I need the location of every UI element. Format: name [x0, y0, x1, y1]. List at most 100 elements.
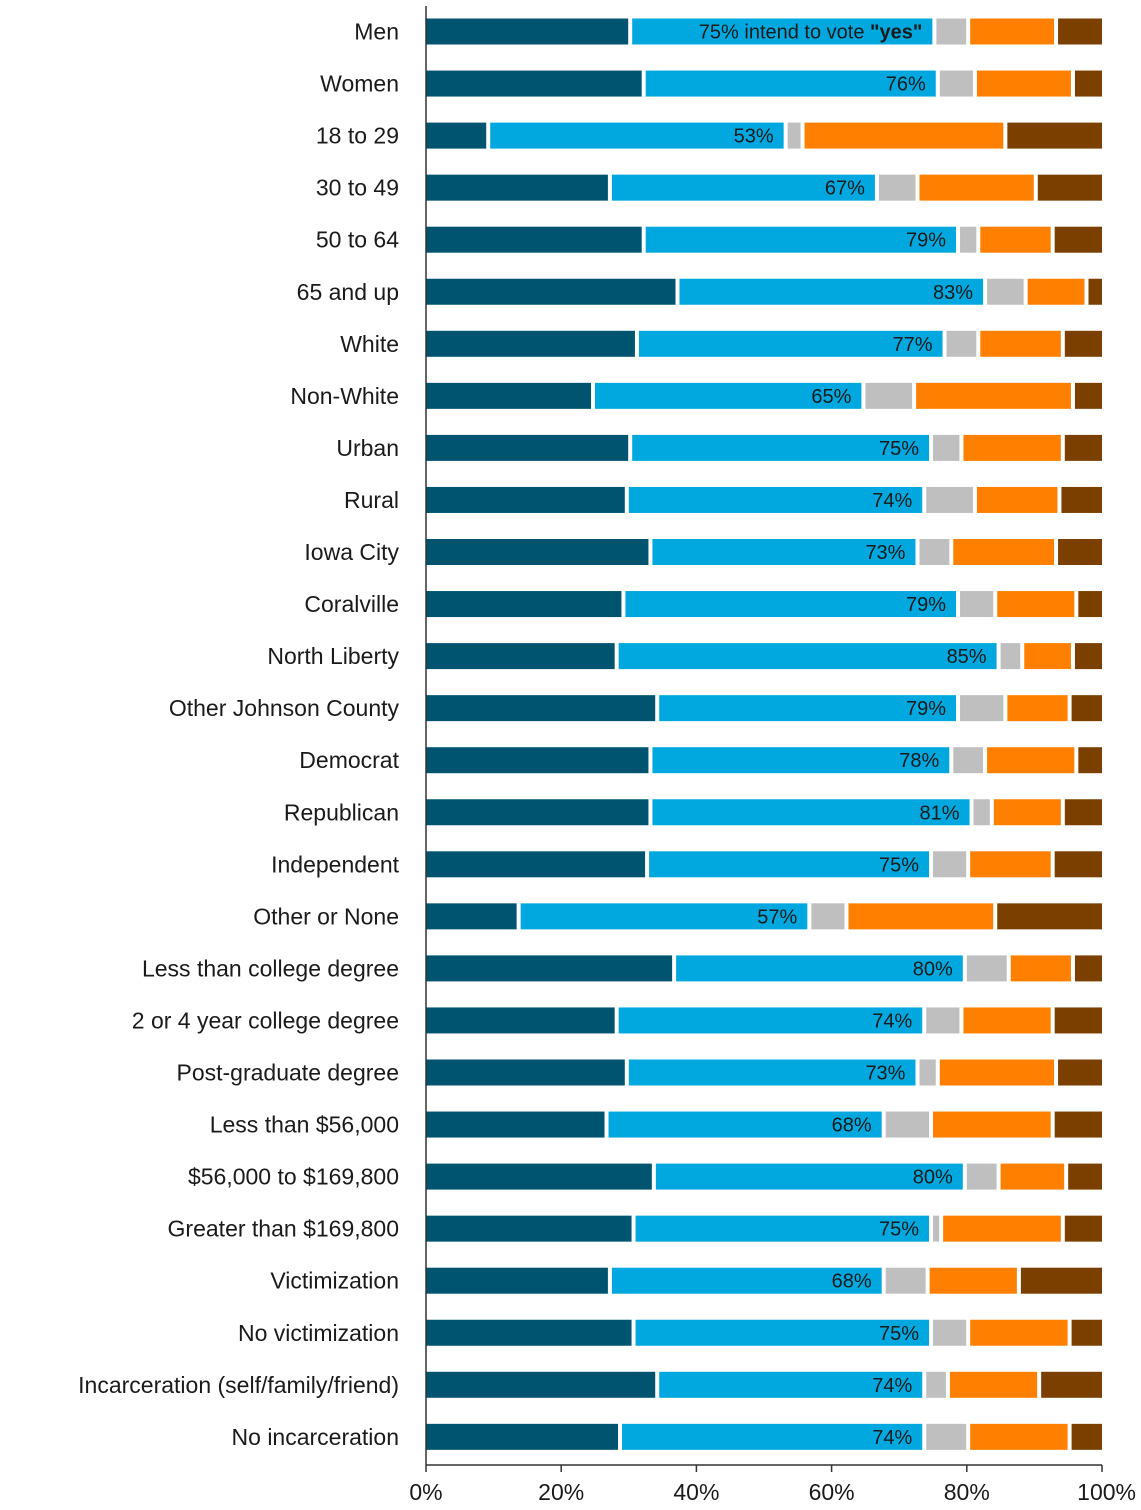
bar-segment	[1027, 278, 1085, 305]
total-yes-label: 67%	[825, 178, 865, 200]
category-label: Independent	[271, 851, 400, 877]
category-label: 50 to 64	[316, 227, 399, 253]
bar-segment	[997, 591, 1075, 618]
bar-segment	[1074, 643, 1102, 670]
category-label: North Liberty	[267, 643, 399, 669]
bar-row: 75%	[426, 434, 1102, 461]
bar-segment	[1064, 1215, 1102, 1242]
bar-segment	[659, 695, 957, 722]
category-label: Greater than $169,800	[168, 1216, 399, 1242]
bar-segment	[655, 1163, 963, 1190]
total-yes-label: 85%	[947, 646, 987, 668]
bar-segment	[933, 1215, 940, 1242]
total-yes-label: 81%	[920, 802, 960, 824]
category-label: $56,000 to $169,800	[188, 1164, 399, 1190]
bar-row: 68%	[426, 1267, 1102, 1294]
category-label: 2 or 4 year college degree	[132, 1007, 399, 1033]
bar-row: 75%	[426, 1215, 1102, 1242]
bar-segment	[885, 1267, 926, 1294]
bar-segment	[960, 226, 977, 253]
bar-segment	[426, 70, 642, 97]
bar-row: 74%	[426, 1007, 1102, 1034]
total-yes-label: 75%	[879, 1323, 919, 1345]
total-yes-label: 75%	[879, 1219, 919, 1241]
bar-segment	[919, 1059, 936, 1086]
bar-segment	[1041, 1371, 1102, 1398]
bar-segment	[1000, 643, 1021, 670]
bar-segment	[622, 1423, 923, 1450]
category-label: Incarceration (self/family/friend)	[78, 1372, 399, 1398]
bar-segment	[926, 1423, 967, 1450]
bar-segment	[426, 747, 649, 774]
bar-segment	[1010, 955, 1071, 982]
category-label: Coralville	[304, 591, 399, 617]
total-yes-label: 75%	[879, 438, 919, 460]
x-axis-ticks: 0% 20% 40% 60% 80% 100%	[409, 1465, 1136, 1505]
total-yes-label: 74%	[872, 1427, 912, 1449]
bar-segment	[963, 434, 1061, 461]
bar-segment	[787, 122, 801, 149]
bar-row: 80%	[426, 1163, 1102, 1190]
bar-row: 79%	[426, 226, 1102, 253]
bar-segment	[1058, 1059, 1102, 1086]
bar-segment	[1024, 643, 1071, 670]
category-label: 65 and up	[297, 279, 399, 305]
bar-segment	[946, 330, 977, 357]
x-tick-label: 80%	[944, 1479, 990, 1505]
total-yes-label: 75%	[879, 854, 919, 876]
bar-segment	[943, 1215, 1061, 1242]
bar-segment	[976, 70, 1071, 97]
category-label: White	[340, 331, 399, 357]
bar-segment	[618, 643, 997, 670]
bar-segment	[426, 1215, 632, 1242]
bar-segment	[1074, 382, 1102, 409]
bar-segment	[960, 695, 1004, 722]
bar-segment	[963, 1007, 1051, 1034]
bar-segment	[848, 903, 994, 930]
bar-segment	[811, 903, 845, 930]
bar-segment	[1054, 226, 1102, 253]
bar-segment	[926, 486, 973, 513]
total-yes-label: 65%	[811, 386, 851, 408]
bar-segment	[638, 330, 943, 357]
bar-segment	[970, 18, 1055, 45]
bar-segment	[1058, 18, 1102, 45]
bar-segment	[426, 434, 629, 461]
bar-segment	[426, 1163, 652, 1190]
bar-segment	[919, 174, 1034, 201]
bar-row: 75% intend to vote "yes"	[426, 18, 1102, 45]
category-label: Post-graduate degree	[177, 1060, 400, 1086]
total-yes-label: 68%	[832, 1115, 872, 1137]
total-yes-label: 79%	[906, 698, 946, 720]
bar-segment	[970, 851, 1051, 878]
bar-segment	[426, 1319, 632, 1346]
bar-segment	[649, 851, 929, 878]
bar-row: 57%	[426, 903, 1102, 930]
total-yes-label: 80%	[913, 958, 953, 980]
category-label: Other Johnson County	[169, 695, 400, 721]
bar-segment	[426, 799, 649, 826]
bar-row: 76%	[426, 70, 1102, 97]
bar-segment	[426, 18, 629, 45]
bar-row: 74%	[426, 1371, 1102, 1398]
total-yes-label: 73%	[865, 1063, 905, 1085]
bar-segment	[878, 174, 916, 201]
bar-row: 77%	[426, 330, 1102, 357]
bar-segment	[595, 382, 862, 409]
x-tick-label: 20%	[538, 1479, 584, 1505]
category-label: Women	[320, 71, 399, 97]
bar-segment	[1074, 955, 1102, 982]
bar-segment	[426, 174, 608, 201]
bar-segment	[426, 1059, 625, 1086]
category-label: Other or None	[253, 903, 399, 929]
bar-segment	[970, 1319, 1068, 1346]
bar-segment	[919, 539, 950, 565]
category-label: Less than $56,000	[210, 1112, 399, 1138]
category-label: No incarceration	[232, 1424, 399, 1450]
bar-segment	[611, 174, 875, 201]
bar-segment	[960, 591, 994, 618]
bar-segment	[426, 1007, 615, 1034]
bar-row: 68%	[426, 1111, 1102, 1138]
x-tick-label: 0%	[409, 1479, 442, 1505]
bar-row: 75%	[426, 851, 1102, 878]
